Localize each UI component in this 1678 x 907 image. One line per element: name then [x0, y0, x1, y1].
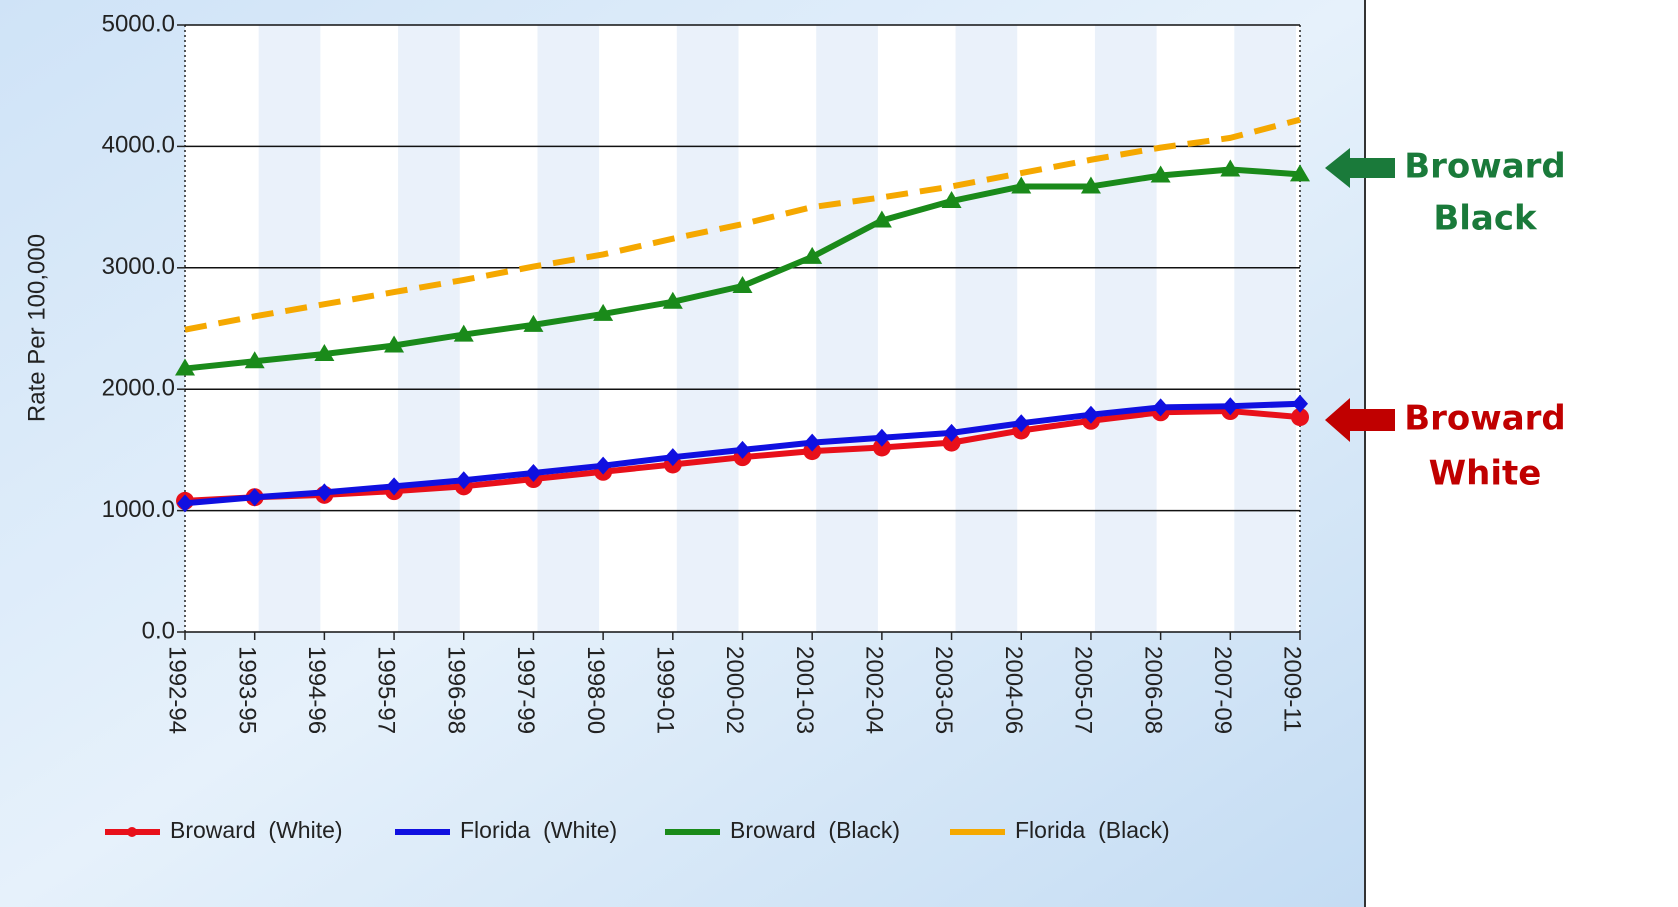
series-line [184, 116, 1301, 333]
marker [177, 494, 193, 513]
y-tick-label: 3000.0 [102, 253, 175, 280]
y-tick-label: 5000.0 [102, 10, 175, 37]
x-tick-label: 1996-98 [442, 646, 469, 734]
x-tick-label: 2009-11 [1279, 646, 1306, 732]
y-tick-label: 2000.0 [102, 375, 175, 402]
legend-label: Florida (White) [460, 817, 617, 843]
x-tick-label: 2002-04 [861, 646, 888, 734]
marker [1290, 164, 1310, 182]
arrow [1325, 148, 1395, 188]
x-tick-label: 1998-00 [582, 646, 609, 734]
marker [732, 276, 753, 294]
y-axis-label: Rate Per 100,000 [23, 234, 50, 422]
legend-label: Broward (White) [170, 817, 343, 843]
marker [1292, 394, 1308, 413]
x-tick-label: 1994-96 [303, 646, 330, 734]
marker [1080, 176, 1101, 194]
x-tick-label: 2001-03 [791, 646, 818, 734]
plot-stripe [398, 25, 460, 632]
marker [175, 358, 195, 376]
annotation: Black [1433, 199, 1538, 239]
marker [1220, 159, 1241, 177]
legend-label: Broward (Black) [730, 817, 900, 843]
plot-stripe [1094, 25, 1157, 632]
marker [802, 246, 823, 264]
x-tick-label: 2007-09 [1209, 646, 1236, 734]
marker [386, 477, 403, 496]
marker [593, 303, 614, 321]
marker [314, 343, 335, 361]
annotation: Broward [1404, 399, 1566, 439]
marker [1082, 405, 1099, 424]
x-tick-label: 1999-01 [651, 646, 678, 734]
annotation: Broward [1404, 147, 1566, 187]
y-tick-label: 1000.0 [102, 496, 175, 523]
plot-stripe [816, 25, 878, 632]
x-tick-label: 1992-94 [164, 646, 191, 734]
marker [1291, 408, 1309, 427]
x-tick-label: 1997-99 [512, 646, 539, 734]
marker [872, 438, 891, 457]
marker [662, 291, 683, 309]
marker [455, 471, 472, 490]
x-tick-label: 2003-05 [930, 646, 957, 734]
marker [1152, 398, 1169, 417]
marker [316, 483, 333, 502]
marker [1011, 176, 1032, 194]
y-tick-label: 0.0 [142, 617, 175, 644]
marker [873, 428, 890, 447]
legend-label: Florida (Black) [1015, 817, 1170, 843]
marker [943, 423, 960, 442]
marker [384, 335, 405, 353]
x-tick-label: 2000-02 [721, 646, 748, 734]
marker [246, 488, 263, 507]
plot-stripe [537, 25, 600, 632]
x-tick-label: 1993-95 [233, 646, 260, 734]
y-tick-label: 4000.0 [102, 132, 175, 159]
marker [664, 448, 681, 467]
marker [595, 456, 612, 475]
annotation: White [1429, 454, 1542, 494]
marker [871, 210, 892, 228]
marker [1222, 397, 1239, 416]
marker [941, 191, 962, 209]
plot-stripe [955, 25, 1018, 632]
x-tick-label: 2006-08 [1139, 646, 1166, 734]
plot-stripe [258, 25, 321, 632]
plot-stripe [1234, 25, 1296, 632]
marker [1150, 165, 1171, 183]
x-tick-label: 2005-07 [1070, 646, 1097, 734]
legend-marker [127, 827, 137, 837]
marker [734, 440, 751, 459]
marker [1013, 414, 1030, 433]
arrow [1325, 398, 1395, 442]
x-tick-label: 2004-06 [1000, 646, 1027, 734]
marker [244, 351, 265, 369]
x-tick-label: 1995-97 [373, 646, 400, 734]
marker [453, 324, 474, 342]
marker [804, 433, 821, 452]
marker [942, 433, 961, 452]
marker [523, 314, 544, 332]
marker [525, 463, 542, 482]
plot-stripe [676, 25, 739, 632]
